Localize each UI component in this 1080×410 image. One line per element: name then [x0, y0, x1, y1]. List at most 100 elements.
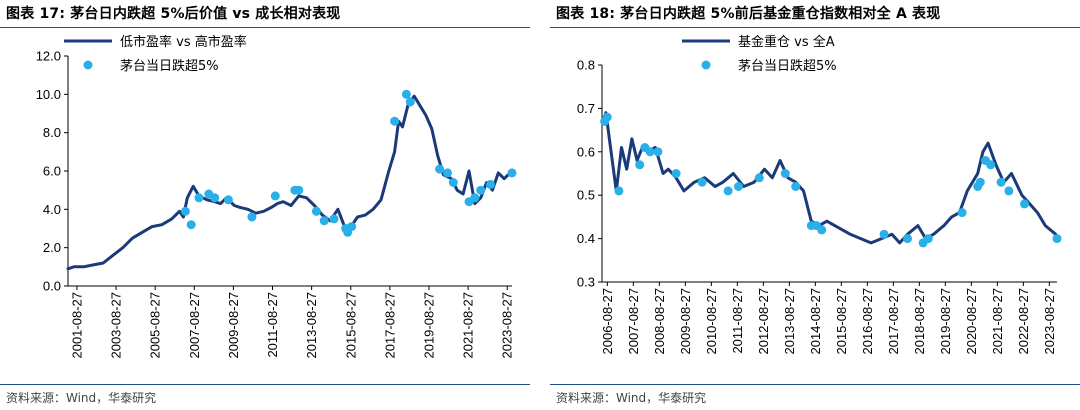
x-tick-label: 2006-08-27: [600, 288, 615, 355]
source-note: 资料来源：Wind，华泰研究: [6, 391, 157, 405]
event-point: [903, 234, 912, 244]
x-tick-label: 2019-08-27: [938, 288, 953, 355]
x-tick-label: 2022-08-27: [1016, 288, 1031, 355]
chart-title: 图表 18: 茅台日内跌超 5%前后基金重仓指数相对全 A 表现: [556, 6, 941, 22]
x-tick-label: 2021-08-27: [461, 292, 476, 359]
event-point: [986, 160, 996, 170]
event-point: [923, 234, 933, 244]
event-point: [653, 147, 663, 157]
event-point: [614, 186, 624, 196]
y-tick-label: 10.0: [36, 87, 61, 102]
event-point: [476, 185, 486, 195]
chart-pe-relative: 0.0 2.0 4.0 6.0 8.0 10.0 12.0 2001-08-27 2003-08…: [36, 34, 517, 359]
event-point: [879, 229, 889, 239]
legend-line-label: 基金重仓 vs 全A: [738, 34, 835, 50]
event-point: [1020, 199, 1029, 209]
event-point: [635, 160, 645, 170]
y-tick-label: 8.0: [43, 125, 61, 140]
legend-dot-swatch: [83, 60, 93, 70]
event-point: [697, 177, 707, 187]
event-point: [957, 208, 967, 218]
event-point: [270, 191, 280, 201]
x-tick-label: 2015-08-27: [834, 288, 849, 355]
y-tick-label: 0.8: [577, 58, 595, 73]
chart-panel-pe: 图表 17: 茅台日内跌超 5%后价值 vs 成长相对表现 0.0 2.0 4.0 6…: [0, 0, 530, 410]
legend-dot-label: 茅台当日跌超5%: [120, 58, 219, 74]
event-point: [443, 168, 452, 178]
x-tick-label: 2005-08-27: [148, 292, 163, 359]
chart-panel-fund: 图表 18: 茅台日内跌超 5%前后基金重仓指数相对全 A 表现 0.3 0.4 0…: [550, 0, 1080, 410]
series-line: [66, 94, 514, 271]
title-rule: [0, 27, 530, 28]
x-tick-label: 2009-08-27: [678, 288, 693, 355]
event-point: [645, 147, 655, 157]
x-tick-label: 2009-08-27: [226, 292, 241, 359]
x-tick-label: 2023-08-27: [500, 292, 515, 359]
chart-title: 图表 17: 茅台日内跌超 5%后价值 vs 成长相对表现: [6, 6, 341, 22]
x-tick-label: 2020-08-27: [964, 288, 979, 355]
x-tick-label: 2013-08-27: [782, 288, 797, 355]
event-point: [186, 220, 196, 230]
event-point: [723, 186, 733, 196]
y-tick-label: 0.4: [577, 231, 595, 246]
event-point: [319, 216, 329, 226]
x-tick-label: 2016-08-27: [860, 288, 875, 355]
y-tick-label: 0.6: [577, 144, 595, 159]
event-point: [975, 177, 985, 187]
event-point: [390, 116, 400, 126]
x-tick-label: 2008-08-27: [652, 288, 667, 355]
x-tick-label: 2023-08-27: [1042, 288, 1057, 355]
event-point: [347, 222, 357, 232]
event-point: [223, 195, 233, 205]
event-point: [602, 112, 612, 122]
legend-dot-swatch: [701, 60, 711, 70]
y-tick-label: 0.5: [577, 188, 595, 203]
event-point: [817, 225, 827, 235]
y-tick-label: 4.0: [43, 202, 61, 217]
event-point: [780, 169, 790, 178]
x-tick-label: 2007-08-27: [626, 288, 641, 355]
x-tick-label: 2015-08-27: [343, 292, 358, 359]
x-tick-label: 2018-08-27: [912, 288, 927, 355]
event-point: [791, 182, 801, 191]
event-point: [1052, 234, 1062, 244]
event-point: [180, 206, 190, 216]
x-tick-label: 2007-08-27: [187, 292, 202, 359]
event-point: [435, 164, 445, 174]
y-tick-label: 6.0: [43, 164, 61, 179]
event-point: [405, 97, 415, 107]
chart-fund-relative: 0.3 0.4 0.5 0.6 0.7 0.8 2006-08-27 2007-08-27 20…: [577, 34, 1062, 355]
event-point: [486, 179, 495, 189]
x-tick-label: 2003-08-27: [109, 292, 124, 359]
x-tick-label: 2014-08-27: [808, 288, 823, 355]
y-tick-label: 0.7: [577, 101, 595, 116]
x-tick-label: 2012-08-27: [756, 288, 771, 355]
source-rule: [550, 384, 1080, 385]
event-point: [247, 212, 257, 222]
event-point: [294, 185, 304, 195]
event-point: [1004, 186, 1014, 196]
x-tick-label: 2019-08-27: [421, 292, 436, 359]
y-tick-label: 0.0: [43, 279, 61, 294]
x-tick-label: 2021-08-27: [990, 288, 1005, 355]
legend-dot-label: 茅台当日跌超5%: [738, 58, 837, 74]
event-point: [996, 177, 1006, 187]
event-point: [448, 178, 458, 187]
event-point: [401, 89, 411, 99]
event-point: [754, 173, 764, 183]
title-rule: [550, 27, 1080, 28]
x-tick-label: 2010-08-27: [704, 288, 719, 355]
source-rule: [0, 384, 530, 385]
x-tick-label: 2011-08-27: [730, 288, 745, 354]
event-point: [507, 168, 517, 178]
source-note: 资料来源：Wind，华泰研究: [556, 391, 707, 405]
x-tick-label: 2017-08-27: [382, 292, 397, 359]
legend-line-label: 低市盈率 vs 高市盈率: [120, 34, 247, 50]
x-tick-label: 2013-08-27: [304, 292, 319, 359]
series-line: [601, 111, 1058, 245]
x-tick-label: 2001-08-27: [69, 292, 84, 359]
event-point: [734, 182, 743, 191]
y-tick-label: 0.3: [577, 275, 595, 290]
event-point: [671, 169, 681, 178]
y-tick-label: 12.0: [36, 49, 61, 64]
